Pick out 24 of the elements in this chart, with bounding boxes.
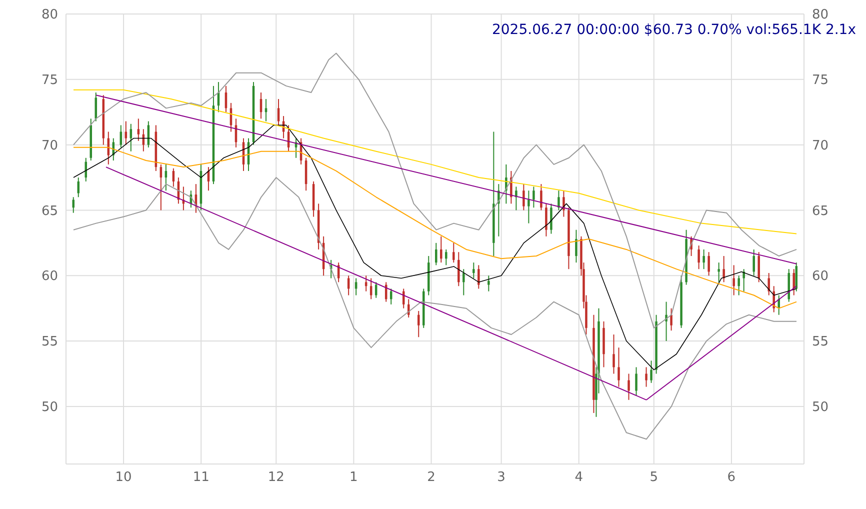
y2-tick-label: 55 <box>812 334 829 350</box>
y-tick-label: 75 <box>41 73 58 88</box>
y-tick-label: 60 <box>41 269 58 284</box>
x-tick-label: 12 <box>268 470 284 486</box>
y-tick-label: 70 <box>41 138 58 154</box>
x-tick-label: 6 <box>727 470 736 486</box>
y-tick-label: 55 <box>41 334 58 350</box>
y-tick-label: 50 <box>41 400 58 416</box>
x-tick-label: 4 <box>574 470 583 486</box>
x-tick-label: 2 <box>427 470 436 486</box>
x-tick-label: 1 <box>350 470 358 486</box>
x-tick-label: 5 <box>650 470 658 486</box>
y-tick-label: 65 <box>41 204 58 219</box>
x-tick-label: 10 <box>115 470 132 486</box>
y2-tick-label: 65 <box>812 204 829 219</box>
y2-tick-label: 60 <box>812 269 829 284</box>
text: 2025.06.27 00:00:00 $60.73 0.70% vol:565.1K 2.1x <box>492 22 856 38</box>
y2-tick-label: 80 <box>812 8 829 23</box>
y2-tick-label: 75 <box>812 73 829 88</box>
y2-tick-label: 70 <box>812 138 829 154</box>
y2-tick-label: 50 <box>812 400 829 416</box>
y-tick-label: 80 <box>41 8 58 23</box>
x-tick-label: 3 <box>497 470 506 486</box>
x-tick-label: 11 <box>192 470 210 486</box>
